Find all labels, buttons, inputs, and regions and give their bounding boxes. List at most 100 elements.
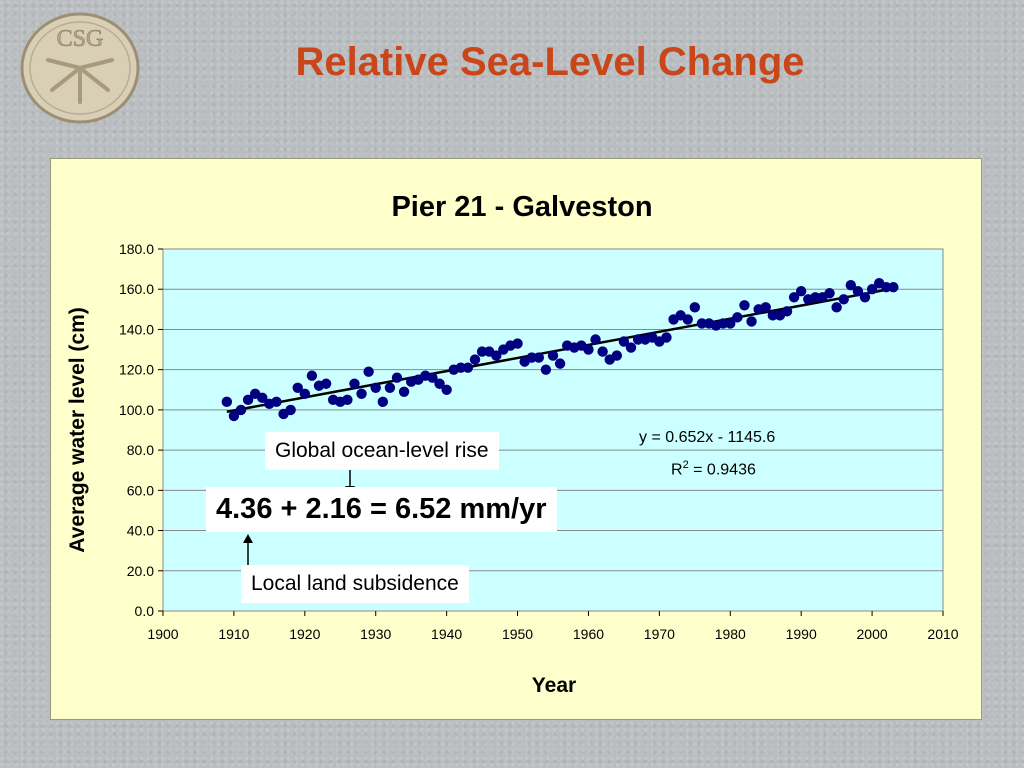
x-tick-label: 1920 [289,626,320,642]
x-tick-label: 1950 [502,626,533,642]
data-point [859,292,871,303]
data-point [866,284,878,295]
x-tick-label: 1930 [360,626,391,642]
data-point [306,370,318,381]
sand-dollar-logo-icon: CSG [20,12,140,124]
data-point [739,300,750,311]
y-tick-label: 20.0 [127,563,154,579]
data-point [342,394,353,406]
y-tick-label: 140.0 [119,321,154,337]
slide-title: Relative Sea-Level Change [295,40,805,84]
data-point [760,302,771,313]
data-point [888,282,899,293]
data-point [838,294,849,305]
data-point [625,342,637,353]
data-point [590,334,601,345]
data-point [845,280,857,291]
chart-area: Pier 21 - Galveston 0.0 20.0 40.0 60.0 80.0 1… [50,158,982,720]
data-point [781,306,793,317]
data-points [221,277,899,422]
rate-equation-label: 4.36 + 2.16 = 6.52 mm/yr [206,487,557,532]
data-point [384,382,396,393]
data-point [547,350,559,361]
data-point [441,384,452,395]
y-tick-label: 180.0 [119,241,154,257]
data-point [242,394,254,406]
data-point [398,386,410,397]
data-point [597,346,608,357]
logo-text: CSG [57,26,104,52]
data-point [795,286,807,297]
y-axis-label: Average water level (cm) [66,307,89,553]
regression-equation: y = 0.652x - 1145.6 [639,429,776,446]
y-tick-label: 40.0 [127,523,154,539]
data-point [462,362,474,373]
data-point [349,378,360,389]
data-point [533,352,545,363]
y-tick-label: 60.0 [127,482,154,498]
data-point [824,288,835,299]
data-point [363,366,374,377]
x-tick-label: 1960 [573,626,604,642]
x-tick-label: 2000 [857,626,888,642]
data-point [434,378,445,389]
data-point [682,314,693,325]
y-tick-label: 80.0 [127,442,154,458]
data-point [370,382,381,393]
data-point [554,358,566,369]
data-point [583,344,594,355]
data-point [661,332,672,343]
data-point [377,396,389,408]
data-point [320,378,332,389]
data-point [732,312,743,323]
x-tick-label: 1990 [786,626,817,642]
x-tick-label: 1940 [431,626,462,642]
data-point [852,286,864,297]
y-tick-label: 160.0 [119,281,154,297]
local-arrowhead [243,534,253,543]
chart-title: Pier 21 - Galveston [391,191,652,223]
data-point [618,336,630,347]
x-tick-label: 1910 [218,626,249,642]
data-point [235,404,247,416]
data-point [391,372,403,383]
data-point [427,372,438,383]
y-tick-label: 100.0 [119,402,154,418]
y-axis-ticks: 0.0 20.0 40.0 60.0 80.0 100.0 120.0 140.0 160.0 1… [119,241,163,619]
data-point [469,354,481,365]
data-point [611,350,623,361]
x-axis-label: Year [532,674,576,697]
local-subsidence-label: Local land subsidence [241,565,469,603]
data-point [512,338,523,349]
data-point [689,302,701,313]
r-squared-value: = 0.9436 [688,461,756,479]
data-point [788,292,800,303]
x-tick-label: 1980 [715,626,746,642]
x-tick-label: 1970 [644,626,675,642]
data-point [491,350,502,361]
data-point [271,396,282,408]
data-point [257,392,268,404]
r-squared-prefix: R [671,461,683,479]
scatter-chart: Pier 21 - Galveston 0.0 20.0 40.0 60.0 80.0 1… [66,191,959,697]
data-point [285,404,296,416]
data-point [299,388,311,399]
x-tick-label: 2010 [927,626,958,642]
trendline [226,287,894,413]
data-point [221,396,233,408]
data-point [228,410,240,422]
data-point [540,364,552,375]
x-axis-ticks: 1900 1910 1920 1930 1940 1950 1960 1970 1980 1990… [147,611,959,642]
global-rise-label: Global ocean-level rise [265,432,499,470]
x-tick-label: 1900 [147,626,178,642]
y-tick-label: 0.0 [135,603,155,619]
r-squared: R2 = 0.9436 [671,459,756,479]
y-tick-label: 120.0 [119,362,154,378]
data-point [356,388,367,399]
data-point [831,302,842,313]
plot-area [162,248,944,612]
data-point [725,318,736,329]
data-point [292,382,303,393]
r-squared-exponent: 2 [682,459,689,471]
data-point [746,316,757,327]
